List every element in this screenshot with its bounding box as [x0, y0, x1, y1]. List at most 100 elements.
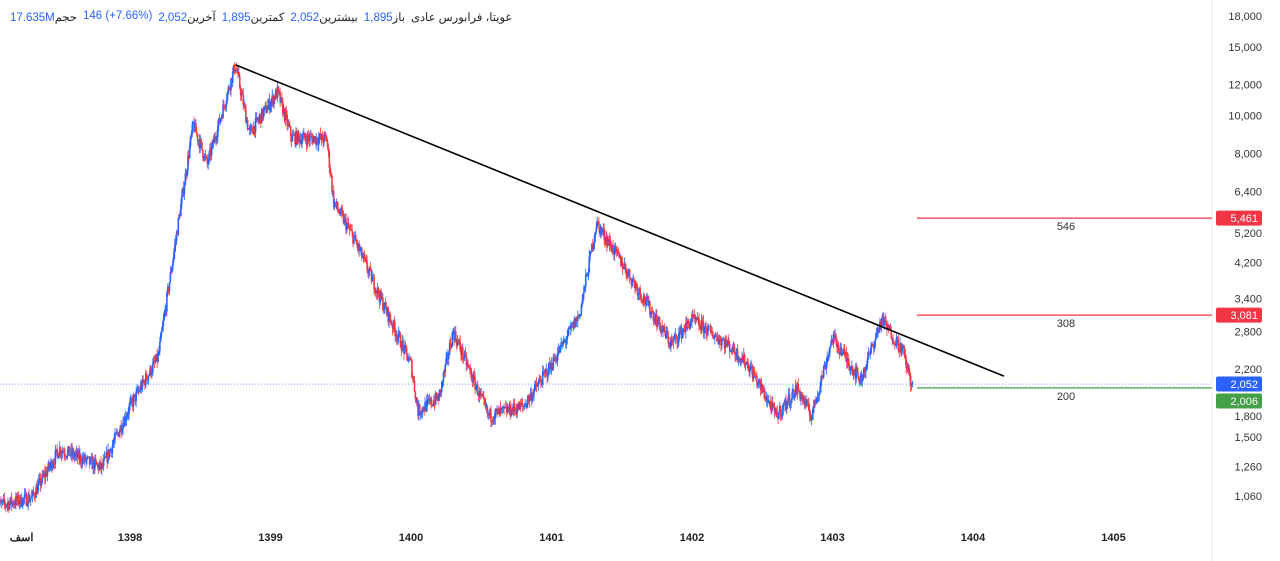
level-tag: [1216, 307, 1262, 323]
candle-body: [203, 154, 206, 160]
candle-body: [684, 330, 686, 333]
candle-body: [80, 462, 83, 465]
candle-body: [348, 227, 351, 230]
candle-body: [375, 290, 378, 294]
candle-body: [148, 374, 151, 376]
candle-body: [631, 279, 634, 286]
candle-body: [44, 473, 46, 478]
candle-body: [401, 340, 404, 351]
candle-body: [720, 338, 722, 346]
candle-body: [411, 360, 413, 378]
candle-body: [887, 325, 890, 331]
candle-body: [127, 413, 130, 415]
candle-body: [533, 390, 535, 397]
candle-body: [432, 404, 434, 406]
candle-body: [404, 344, 406, 354]
candle-body: [526, 402, 528, 407]
candle-body: [415, 398, 418, 400]
candle-body: [852, 372, 855, 375]
candle-body: [472, 374, 475, 383]
candle-body: [769, 400, 771, 405]
candle-body: [828, 353, 830, 356]
candle-body: [623, 263, 626, 269]
candle-body: [25, 493, 28, 506]
candle-body: [634, 282, 636, 289]
candle-body: [756, 376, 758, 385]
candle-body: [296, 131, 299, 145]
candle-body: [368, 270, 370, 273]
candle-body: [606, 236, 608, 246]
candle-body: [411, 377, 414, 379]
candle-body: [687, 320, 690, 325]
candle-body: [82, 457, 85, 461]
candle-body: [861, 379, 864, 382]
candle-body: [492, 419, 495, 422]
candle-body: [304, 137, 307, 141]
candle-body: [457, 340, 460, 343]
candle-body: [805, 398, 807, 406]
candle-body: [77, 450, 79, 458]
candle-body: [512, 403, 515, 412]
candle-body: [75, 451, 78, 454]
candle-body: [117, 432, 120, 437]
candle-body: [801, 394, 804, 401]
candle-body: [274, 96, 276, 100]
candle-body: [79, 454, 81, 460]
candle-body: [808, 410, 811, 416]
candle-body: [221, 116, 224, 119]
candle-body: [255, 117, 258, 119]
candle-body: [545, 369, 548, 371]
candle-body: [807, 402, 810, 411]
candle-body: [156, 353, 159, 362]
candle-body: [596, 220, 598, 228]
y-tick-label: 4,200: [1234, 258, 1262, 270]
candle-body: [39, 477, 42, 486]
candle-body: [65, 456, 68, 458]
candle-body: [96, 464, 99, 466]
candle-body: [656, 314, 658, 327]
candle-body: [451, 332, 454, 347]
candle-body: [505, 406, 507, 408]
candle-body: [267, 105, 269, 111]
candle-body: [469, 367, 471, 370]
candle-body: [13, 504, 15, 506]
candle-body: [51, 465, 54, 470]
candle-body: [188, 145, 191, 158]
candle-body: [793, 389, 795, 399]
candle-body: [182, 187, 185, 195]
candle-body: [361, 257, 364, 259]
y-tick-label: 18,000: [1228, 11, 1262, 23]
candle-body: [636, 287, 639, 296]
candle-body: [844, 353, 847, 356]
candle-body: [872, 346, 875, 349]
candle-body: [645, 296, 648, 305]
candle-body: [901, 345, 904, 348]
candle-body: [222, 104, 224, 119]
candle-body: [354, 235, 356, 238]
candle-body: [625, 268, 627, 275]
candle-body: [563, 340, 566, 342]
candle-body: [706, 334, 708, 336]
candle-body: [142, 379, 144, 383]
candle-body: [711, 330, 713, 336]
candle-body: [92, 459, 94, 469]
candle-body: [822, 376, 824, 379]
candle-body: [164, 308, 166, 315]
candle-body: [37, 480, 40, 485]
y-tick-label: 1,500: [1234, 432, 1262, 444]
candle-body: [281, 97, 283, 102]
candle-body: [100, 461, 102, 469]
candle-body: [751, 369, 754, 379]
candle-body: [858, 381, 861, 385]
candle-body: [661, 326, 663, 333]
candle-body: [263, 106, 266, 111]
candle-body: [606, 239, 609, 246]
candle-body: [375, 290, 377, 293]
x-tick-label: 1405: [1101, 532, 1125, 544]
candle-body: [217, 126, 219, 137]
candle-body: [679, 326, 682, 332]
candle-body: [850, 368, 852, 370]
candle-body: [644, 302, 647, 305]
level-tag: [1216, 393, 1262, 409]
